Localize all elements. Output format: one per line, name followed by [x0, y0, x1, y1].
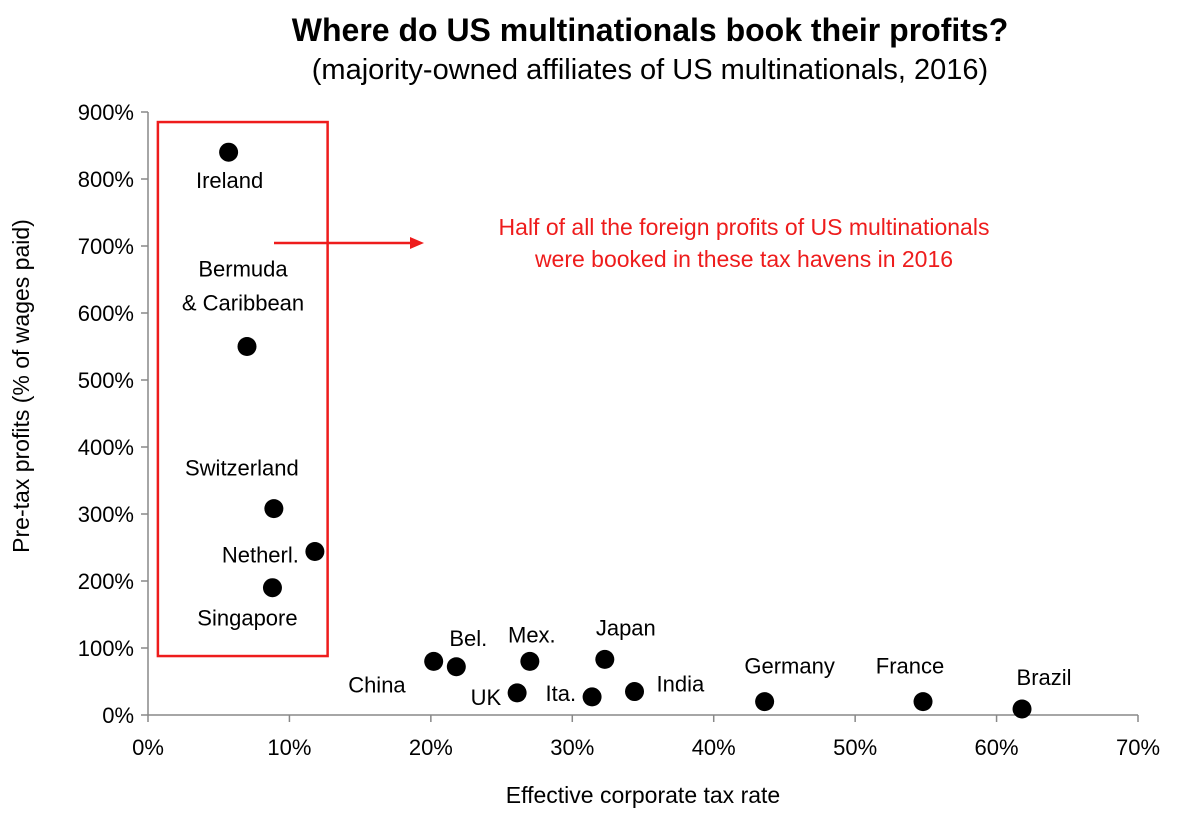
point-label: Japan	[596, 615, 656, 640]
point-label: China	[348, 672, 406, 697]
point-label: Ireland	[196, 168, 263, 193]
x-axis-ticks: 0% 10% 20% 30% 40% 50% 60% 70%	[132, 715, 1160, 760]
point-label: Singapore	[197, 606, 297, 631]
y-tick-label: 200%	[78, 569, 134, 594]
axes	[147, 112, 1138, 716]
chart-title: Where do US multinationals book their pr…	[291, 12, 1009, 48]
x-tick-label: 0%	[132, 735, 164, 760]
y-tick-label: 600%	[78, 301, 134, 326]
x-tick-label: 30%	[550, 735, 594, 760]
y-tick-label: 800%	[78, 167, 134, 192]
data-point	[262, 578, 282, 598]
data-point	[520, 651, 540, 671]
data-point	[595, 649, 615, 669]
x-tick-label: 60%	[975, 735, 1019, 760]
point-label: India	[657, 672, 705, 697]
data-point	[625, 682, 645, 702]
x-axis-title: Effective corporate tax rate	[506, 782, 780, 808]
y-tick-label: 500%	[78, 368, 134, 393]
point-label: Ita.	[546, 681, 577, 706]
point-label: Bel.	[449, 626, 487, 651]
y-tick-label: 400%	[78, 435, 134, 460]
point-label: France	[876, 654, 944, 679]
data-point	[582, 687, 602, 707]
chart-subtitle: (majority-owned affiliates of US multina…	[311, 54, 989, 86]
data-point	[1012, 699, 1032, 719]
data-points	[219, 142, 1032, 719]
tax-haven-box	[156, 120, 329, 658]
y-tick-label: 100%	[78, 636, 134, 661]
data-point	[424, 651, 444, 671]
point-label: Netherl.	[222, 543, 299, 568]
data-point	[507, 683, 527, 703]
data-point	[264, 499, 284, 519]
data-point	[237, 337, 257, 356]
y-tick-label: 900%	[78, 100, 134, 125]
point-label: UK	[471, 685, 502, 710]
point-label: Germany	[744, 654, 834, 679]
data-point	[446, 657, 466, 677]
data-point	[755, 692, 775, 712]
point-label: Switzerland	[185, 456, 299, 481]
y-tick-label: 0%	[102, 703, 134, 728]
y-tick-label: 700%	[78, 234, 134, 259]
y-axis-title: Pre-tax profits (% of wages paid)	[8, 219, 34, 553]
x-tick-label: 20%	[409, 735, 453, 760]
y-tick-label: 300%	[78, 502, 134, 527]
annotation-arrow-head	[410, 237, 424, 249]
point-label: Mex.	[508, 622, 556, 647]
point-label: Brazil	[1017, 665, 1072, 690]
x-tick-label: 50%	[833, 735, 877, 760]
data-point	[305, 542, 325, 562]
point-labels: Ireland Bermuda & Caribbean Switzerland Neth…	[182, 168, 1072, 710]
x-tick-label: 10%	[267, 735, 311, 760]
data-point	[913, 692, 933, 712]
x-tick-label: 70%	[1116, 735, 1160, 760]
annotation: Half of all the foreign profits of US mu…	[156, 120, 990, 658]
x-tick-label: 40%	[692, 735, 736, 760]
data-point	[219, 142, 239, 162]
y-axis-ticks: 0% 100% 200% 300% 400% 500% 600% 700% 800% 900%	[78, 100, 148, 728]
point-label: Bermuda & Caribbean	[182, 257, 304, 316]
annotation-text: Half of all the foreign profits of US mu…	[499, 214, 990, 272]
